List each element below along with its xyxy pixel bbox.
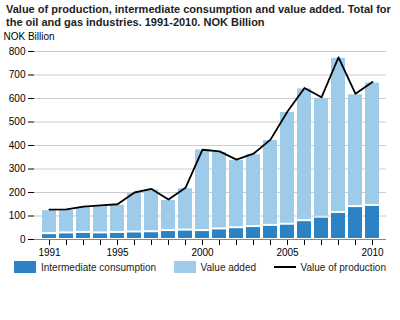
svg-text:400: 400: [9, 140, 26, 151]
svg-text:800: 800: [9, 46, 26, 57]
svg-text:600: 600: [9, 93, 26, 104]
svg-text:200: 200: [9, 187, 26, 198]
svg-text:1991: 1991: [38, 247, 61, 258]
svg-text:100: 100: [9, 210, 26, 221]
html-text:Value of production: Value of production: [300, 261, 386, 273]
svg-text:2000: 2000: [191, 247, 214, 258]
svg-text:500: 500: [9, 116, 26, 127]
svg-text:2005: 2005: [276, 247, 299, 258]
svg-text:300: 300: [9, 163, 26, 174]
svg-text:0: 0: [20, 234, 26, 245]
svg-text:NOK Billion: NOK Billion: [4, 31, 55, 42]
svg-text:1995: 1995: [106, 247, 129, 258]
html-text:Value added: Value added: [200, 261, 256, 273]
svg-text:2010: 2010: [361, 247, 384, 258]
svg-text:700: 700: [9, 69, 26, 80]
html-text:Intermediate consumption: Intermediate consumption: [41, 261, 157, 273]
html-text:Value of production, intermedi: Value of production, intermediate consum…: [6, 3, 391, 28]
